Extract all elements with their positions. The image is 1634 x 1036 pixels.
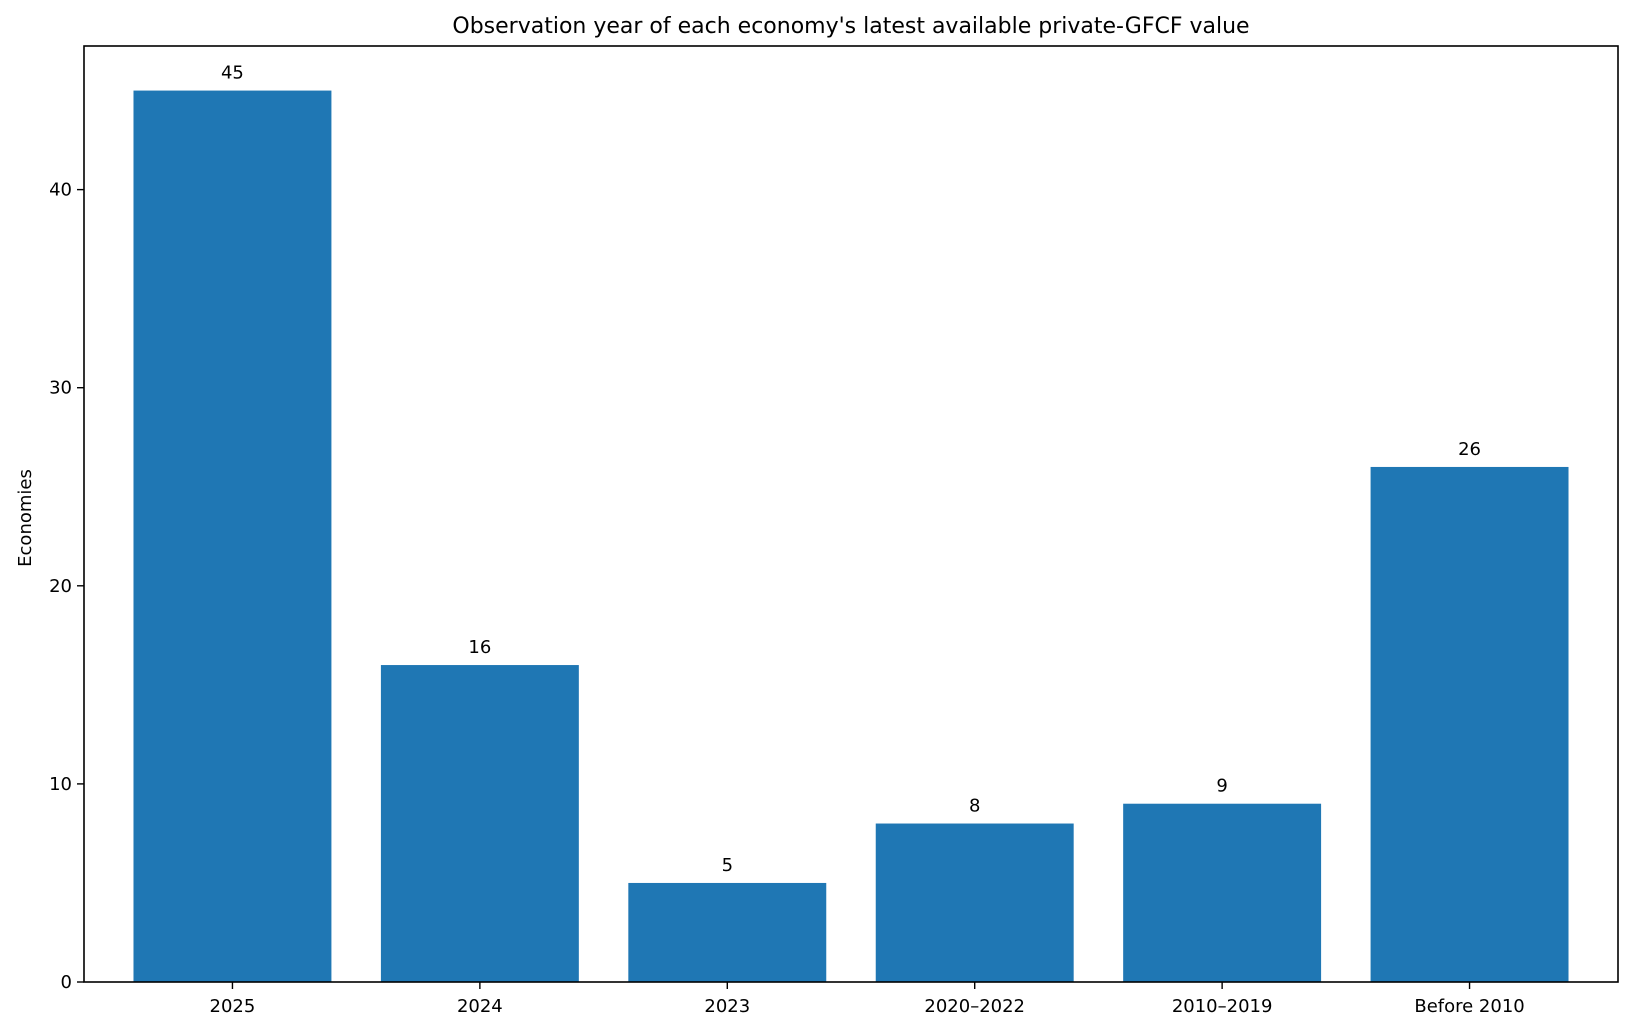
bar-1: [380, 665, 579, 982]
x-tick-label-0: 2025: [210, 996, 256, 1017]
y-tick-label-2: 20: [49, 576, 72, 597]
y-axis-label: Economies: [15, 469, 36, 567]
x-tick-label-3: 2020–2022: [924, 996, 1025, 1017]
y-tick-label-1: 10: [49, 774, 72, 795]
y-tick-label-3: 30: [49, 378, 72, 399]
plot-frame: [83, 45, 1619, 983]
value-labels-group: 45 16 5 8 9 26: [221, 63, 1481, 876]
chart-title: Observation year of each economy's lates…: [452, 14, 1249, 39]
x-axis: 2025 2024 2023 2020–2022 2010–2019 Before 201…: [210, 982, 1525, 1017]
bars-group: [133, 90, 1569, 983]
y-tick-label-0: 0: [61, 972, 72, 993]
value-label-1: 16: [468, 637, 491, 658]
value-label-5: 26: [1458, 439, 1481, 460]
y-axis: 0 10 20 30 40: [49, 180, 84, 993]
x-tick-label-2: 2023: [704, 996, 750, 1017]
bar-3: [875, 823, 1074, 982]
x-tick-label-1: 2024: [457, 996, 503, 1017]
x-tick-label-5: Before 2010: [1414, 996, 1524, 1017]
bar-2: [628, 882, 827, 982]
value-label-2: 5: [722, 855, 733, 876]
bar-0: [133, 90, 332, 983]
value-label-3: 8: [969, 796, 980, 817]
y-tick-label-4: 40: [49, 180, 72, 201]
bar-5: [1370, 466, 1569, 982]
value-label-4: 9: [1216, 776, 1227, 797]
x-tick-label-4: 2010–2019: [1172, 996, 1273, 1017]
value-label-0: 45: [221, 63, 244, 84]
bar-4: [1123, 803, 1322, 982]
